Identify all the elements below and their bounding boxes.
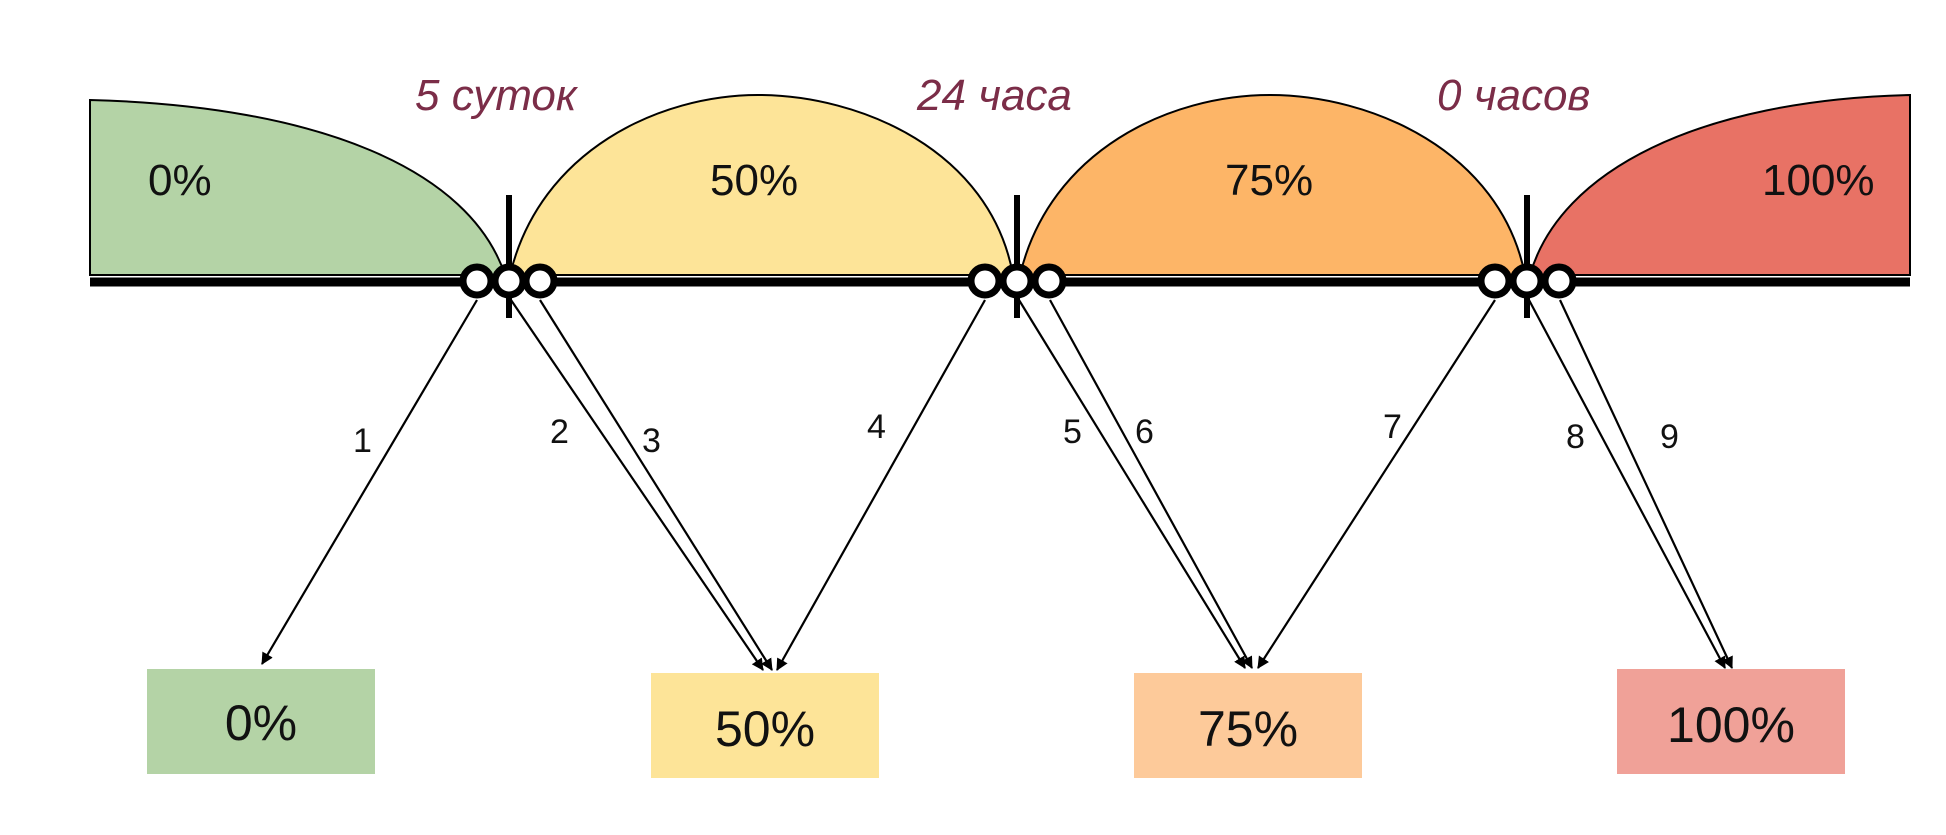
- zone-label: 0%: [148, 156, 212, 205]
- result-label: 100%: [1667, 697, 1795, 753]
- transition-number: 9: [1660, 418, 1679, 456]
- transition-arrow-3: [539, 299, 773, 671]
- zone-shape-3: [1528, 93, 1911, 276]
- result-box-3: [1617, 669, 1845, 774]
- transition-arrow-9: [1559, 299, 1733, 669]
- zone-label: 100%: [1762, 156, 1875, 205]
- transition-arrow-7: [1257, 299, 1496, 669]
- timepoint-label: 24 часа: [916, 71, 1072, 120]
- transition-node: [1477, 263, 1513, 299]
- transition-number: 7: [1383, 408, 1402, 446]
- transition-number: 8: [1566, 418, 1585, 456]
- transition-node: [1541, 263, 1577, 299]
- zone-label: 50%: [710, 156, 798, 205]
- transition-number: 5: [1063, 413, 1082, 451]
- transition-number: 3: [642, 422, 661, 460]
- transition-number: 6: [1135, 413, 1154, 451]
- zone-shape-2: [1018, 93, 1527, 276]
- zone-shape-1: [508, 93, 1015, 276]
- result-box-0: [147, 669, 375, 774]
- result-box-1: [651, 673, 879, 778]
- transition-number: 1: [353, 422, 372, 460]
- transition-node: [491, 263, 527, 299]
- result-label: 0%: [225, 695, 297, 751]
- transition-number: 2: [550, 413, 569, 451]
- transition-node: [1509, 263, 1545, 299]
- transition-arrow-5: [1018, 299, 1246, 669]
- transition-number: 4: [867, 408, 886, 446]
- result-label: 75%: [1198, 701, 1298, 757]
- transition-node: [999, 263, 1035, 299]
- transition-arrow-1: [261, 299, 478, 665]
- timepoint-label: 5 суток: [415, 71, 579, 120]
- result-box-2: [1134, 673, 1362, 778]
- transition-node: [967, 263, 1003, 299]
- zone-shape-0: [89, 98, 507, 276]
- transition-node: [459, 263, 495, 299]
- transition-arrow-8: [1528, 299, 1726, 669]
- transition-arrow-4: [776, 299, 986, 671]
- transition-arrow-2: [510, 299, 764, 671]
- transition-arrow-6: [1049, 299, 1253, 669]
- transition-node: [1031, 263, 1067, 299]
- transition-node: [522, 263, 558, 299]
- result-label: 50%: [715, 701, 815, 757]
- timepoint-label: 0 часов: [1437, 71, 1590, 120]
- zone-label: 75%: [1225, 156, 1313, 205]
